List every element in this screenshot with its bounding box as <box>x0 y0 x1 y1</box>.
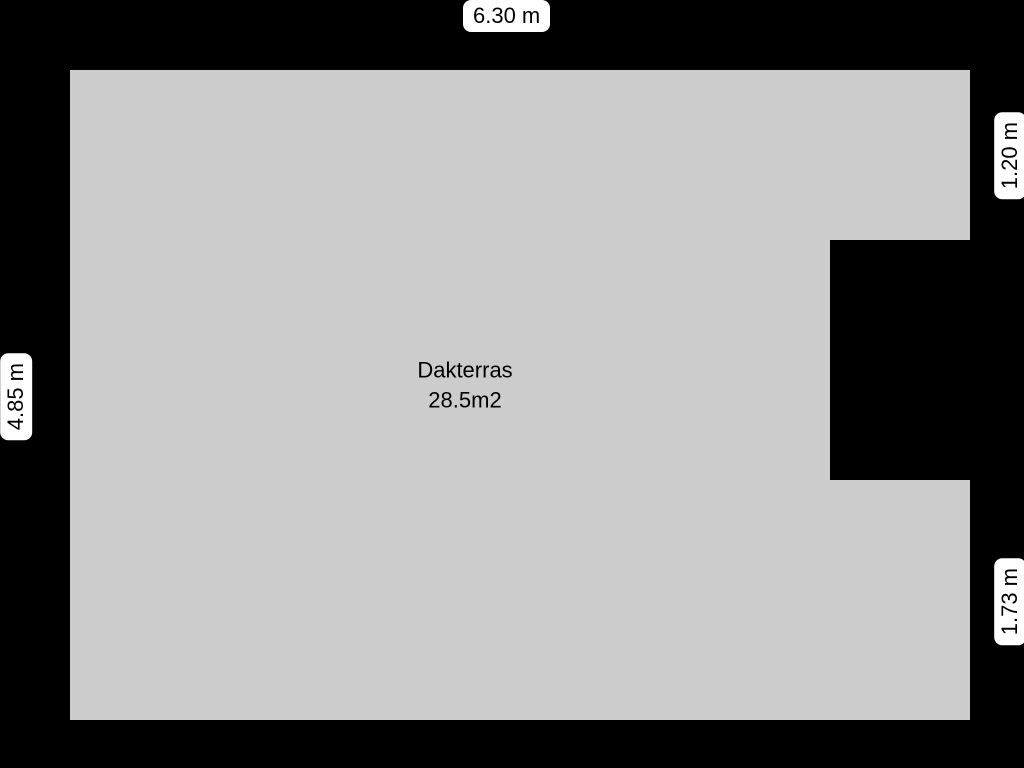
dimension-top: 6.30 m <box>463 0 550 32</box>
dimension-right-lower: 1.73 m <box>994 558 1024 645</box>
dimension-right-upper: 1.20 m <box>994 112 1024 199</box>
room-name: Dakterras <box>417 355 512 385</box>
dimension-left: 4.85 m <box>0 353 32 440</box>
floorplan-canvas: Dakterras 28.5m2 6.30 m 4.85 m 1.20 m 1.… <box>0 0 1024 768</box>
room-area: 28.5m2 <box>417 385 512 415</box>
room-label: Dakterras 28.5m2 <box>417 355 512 414</box>
